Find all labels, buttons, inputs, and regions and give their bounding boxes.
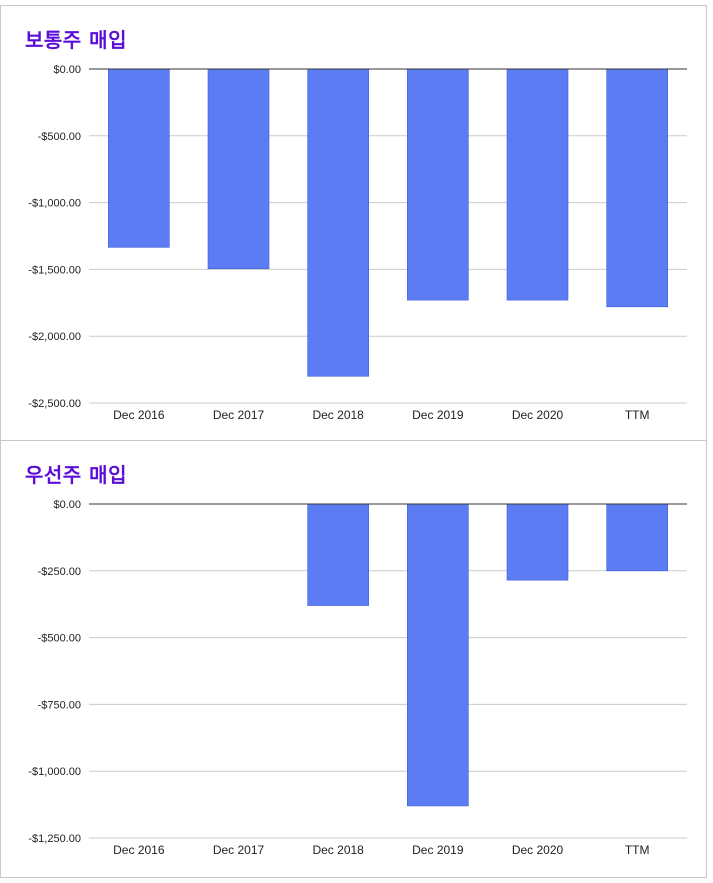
x-tick-label: TTM — [625, 843, 650, 857]
y-tick-label: -$1,250.00 — [28, 833, 81, 845]
y-tick-label: $0.00 — [53, 499, 81, 511]
chart-panel-preferred-stock: 우선주 매입 $0.00 -$250.00 -$500.00 -$750.00 -$1,… — [0, 440, 707, 878]
y-tick-label: $0.00 — [53, 64, 81, 76]
bar-dec-2020 — [506, 503, 569, 581]
x-tick-label: Dec 2016 — [113, 408, 165, 422]
bar-ttm — [606, 503, 668, 572]
x-tick-label: Dec 2019 — [412, 408, 464, 422]
y-tick-label: -$250.00 — [38, 566, 81, 578]
chart-panel-common-stock: 보통주 매입 $0.00 -$500.00 -$1,000.00 -$1,500.00… — [0, 5, 707, 441]
x-tick-label: Dec 2019 — [412, 843, 464, 857]
bar-dec-2020 — [506, 68, 569, 301]
x-tick-label: Dec 2017 — [213, 843, 265, 857]
y-tick-label: -$1,500.00 — [28, 264, 81, 276]
x-tick-label: Dec 2017 — [213, 408, 265, 422]
bar-dec-2018 — [307, 503, 369, 606]
bar-dec-2017 — [207, 68, 270, 270]
y-tick-label: -$750.00 — [38, 699, 81, 711]
y-tick-label: -$500.00 — [38, 633, 81, 645]
x-tick-label: Dec 2020 — [512, 843, 564, 857]
bar-ttm — [606, 68, 668, 308]
y-tick-label: -$1,000.00 — [28, 766, 81, 778]
x-tick-label: Dec 2016 — [113, 843, 165, 857]
y-tick-label: -$500.00 — [38, 131, 81, 143]
x-tick-label: Dec 2020 — [512, 408, 564, 422]
chart-title: 우선주 매입 — [25, 463, 127, 487]
x-tick-label: Dec 2018 — [312, 408, 364, 422]
chart-title: 보통주 매입 — [25, 28, 127, 52]
y-tick-label: -$2,500.00 — [28, 398, 81, 410]
x-tick-label: Dec 2018 — [312, 843, 364, 857]
x-tick-label: TTM — [625, 408, 650, 422]
bar-dec-2018 — [307, 68, 369, 377]
y-tick-label: -$1,000.00 — [28, 198, 81, 210]
chart-common-stock-repurchase: $0.00 -$500.00 -$1,000.00 -$1,500.00 -$2,000… — [28, 64, 687, 422]
chart-preferred-stock-repurchase: $0.00 -$250.00 -$500.00 -$750.00 -$1,000.00 -… — [28, 499, 687, 857]
bar-dec-2016 — [108, 68, 170, 248]
bar-dec-2019 — [407, 503, 469, 807]
bar-dec-2019 — [407, 68, 469, 301]
y-tick-label: -$2,000.00 — [28, 331, 81, 343]
